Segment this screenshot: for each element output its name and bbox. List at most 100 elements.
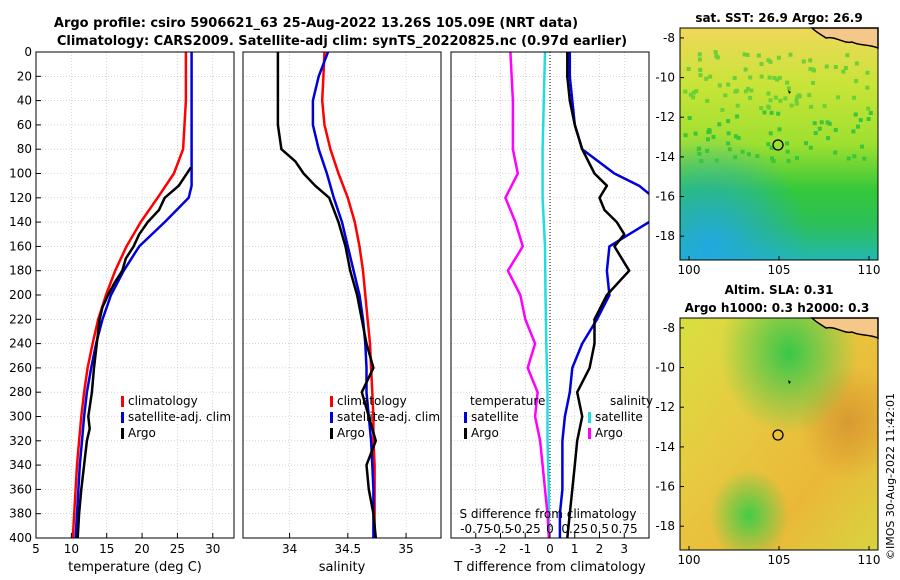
- series-salinity-satellite: [541, 52, 551, 538]
- sst-pixel: [813, 131, 818, 136]
- sst-pixel: [735, 103, 740, 108]
- sst-pixel: [726, 131, 731, 136]
- figure-title-line1: Argo profile: csiro 5906621_63 25-Aug-20…: [54, 16, 578, 31]
- x-tick-label: 10: [64, 542, 79, 556]
- series-salinity-argo: [504, 52, 551, 538]
- sst-pixel: [801, 59, 806, 64]
- sst-pixel: [736, 135, 741, 140]
- sst-pixel: [809, 104, 814, 109]
- map-y-tick-label: -16: [655, 190, 675, 204]
- sst-pixel: [696, 146, 701, 151]
- sst-pixel: [825, 120, 830, 125]
- sst-pixel: [866, 106, 871, 111]
- legend-header-salinity: salinity: [610, 394, 653, 408]
- sst-pixel: [786, 158, 791, 163]
- sst-pixel: [772, 76, 777, 80]
- s-diff-tick-label: 0.75: [611, 522, 638, 536]
- sla-map: Altim. SLA: 0.31 Argo h1000: 0.3 h2000: …: [655, 283, 880, 567]
- sst-pixel: [697, 52, 702, 57]
- sst-pixel: [817, 126, 822, 131]
- sst-pixel: [851, 129, 856, 134]
- legend-swatch-argo: [330, 428, 333, 439]
- legend-label-argo: Argo: [337, 426, 365, 440]
- series-argo: [276, 52, 378, 538]
- sst-pixel: [812, 121, 817, 126]
- salinity-panel: 34 34.5 35 salinity: [242, 51, 442, 575]
- sst-pixel: [841, 69, 846, 74]
- legend-label-argo: Argo: [128, 426, 156, 440]
- sst-pixel: [714, 158, 719, 163]
- y-tick-label: 160: [9, 239, 32, 253]
- map-x-tick-label: 110: [858, 553, 881, 567]
- sst-pixel: [749, 88, 754, 93]
- series-satellite-adj-clim: [311, 52, 375, 538]
- sst-pixel: [773, 95, 778, 100]
- sst-pixel: [726, 141, 731, 146]
- legend-label-climatology: climatology: [337, 394, 407, 408]
- grid: [35, 51, 234, 539]
- sst-pixel: [775, 77, 780, 82]
- sst-pixel: [808, 145, 813, 150]
- legend-swatch-s-argo: [588, 428, 591, 439]
- sst-pixel: [698, 73, 703, 78]
- sst-pixel: [762, 110, 767, 115]
- sst-pixel: [808, 58, 813, 63]
- sst-pixel: [865, 85, 870, 90]
- map-x-tick-label: 100: [678, 553, 701, 567]
- y-tick-label: 220: [9, 312, 32, 326]
- sst-pixel: [745, 53, 750, 57]
- sst-pixel: [726, 119, 731, 124]
- legend-header-temperature: temperature: [470, 394, 545, 408]
- map-y-tick-label: -14: [655, 440, 675, 454]
- legend-label-satellite: satellite-adj. clim: [337, 410, 440, 424]
- sst-pixel: [868, 111, 873, 115]
- x-tick-label: 25: [170, 542, 185, 556]
- sst-pixel: [777, 127, 782, 132]
- imos-watermark: ©IMOS 30-Aug-2022 11:42:01: [884, 393, 897, 560]
- sst-pixel: [858, 118, 863, 123]
- sst-pixel: [688, 92, 693, 97]
- y-tick-label: 340: [9, 458, 32, 472]
- sst-pixel: [771, 159, 776, 163]
- series-climatology: [320, 52, 376, 538]
- legend-label-s-argo: Argo: [595, 426, 623, 440]
- legend-swatch-climatology: [121, 396, 124, 407]
- sst-pixel: [697, 57, 702, 62]
- sst-pixel: [735, 114, 740, 119]
- sst-pixel: [819, 120, 824, 125]
- x-tick-label: 34: [282, 542, 297, 556]
- sst-pixel: [845, 53, 850, 58]
- sst-pixel: [776, 55, 781, 60]
- sst-pixel: [683, 89, 688, 94]
- map-y-tick-label: -18: [655, 519, 675, 533]
- sst-pixel: [865, 70, 870, 75]
- sst-pixel: [706, 137, 710, 142]
- sst-pixel: [707, 128, 712, 132]
- map-x-tick-label: 105: [768, 263, 791, 277]
- map-x-tick-label: 100: [678, 263, 701, 277]
- sst-pixel: [860, 144, 864, 149]
- sst-pixel: [776, 111, 781, 116]
- x-tick-label: 3: [620, 542, 628, 556]
- y-tick-label: 240: [9, 337, 32, 351]
- map-y-tick-label: -8: [663, 31, 675, 45]
- y-tick-label: 300: [9, 410, 32, 424]
- x-axis-label: T difference from climatology: [453, 560, 646, 575]
- sst-pixel: [824, 64, 829, 69]
- sst-pixel: [770, 156, 774, 161]
- sla-profile-marker: [772, 429, 784, 441]
- y-tick-label: 120: [9, 191, 32, 205]
- map-y-tick-label: -10: [655, 361, 675, 375]
- sst-pixel: [822, 104, 827, 109]
- map-x-tick-label: 105: [768, 553, 791, 567]
- sst-pixel: [807, 93, 812, 98]
- grid: [243, 51, 441, 539]
- sst-pixel: [766, 58, 771, 63]
- sst-pixel: [789, 103, 794, 108]
- s-diff-tick-label: -0.25: [510, 522, 541, 536]
- map-y-tick-label: -12: [655, 400, 675, 414]
- sst-pixel: [795, 156, 799, 161]
- s-diff-tick-label: 0.25: [561, 522, 588, 536]
- sst-pixel: [717, 83, 722, 88]
- series-group: [71, 52, 193, 538]
